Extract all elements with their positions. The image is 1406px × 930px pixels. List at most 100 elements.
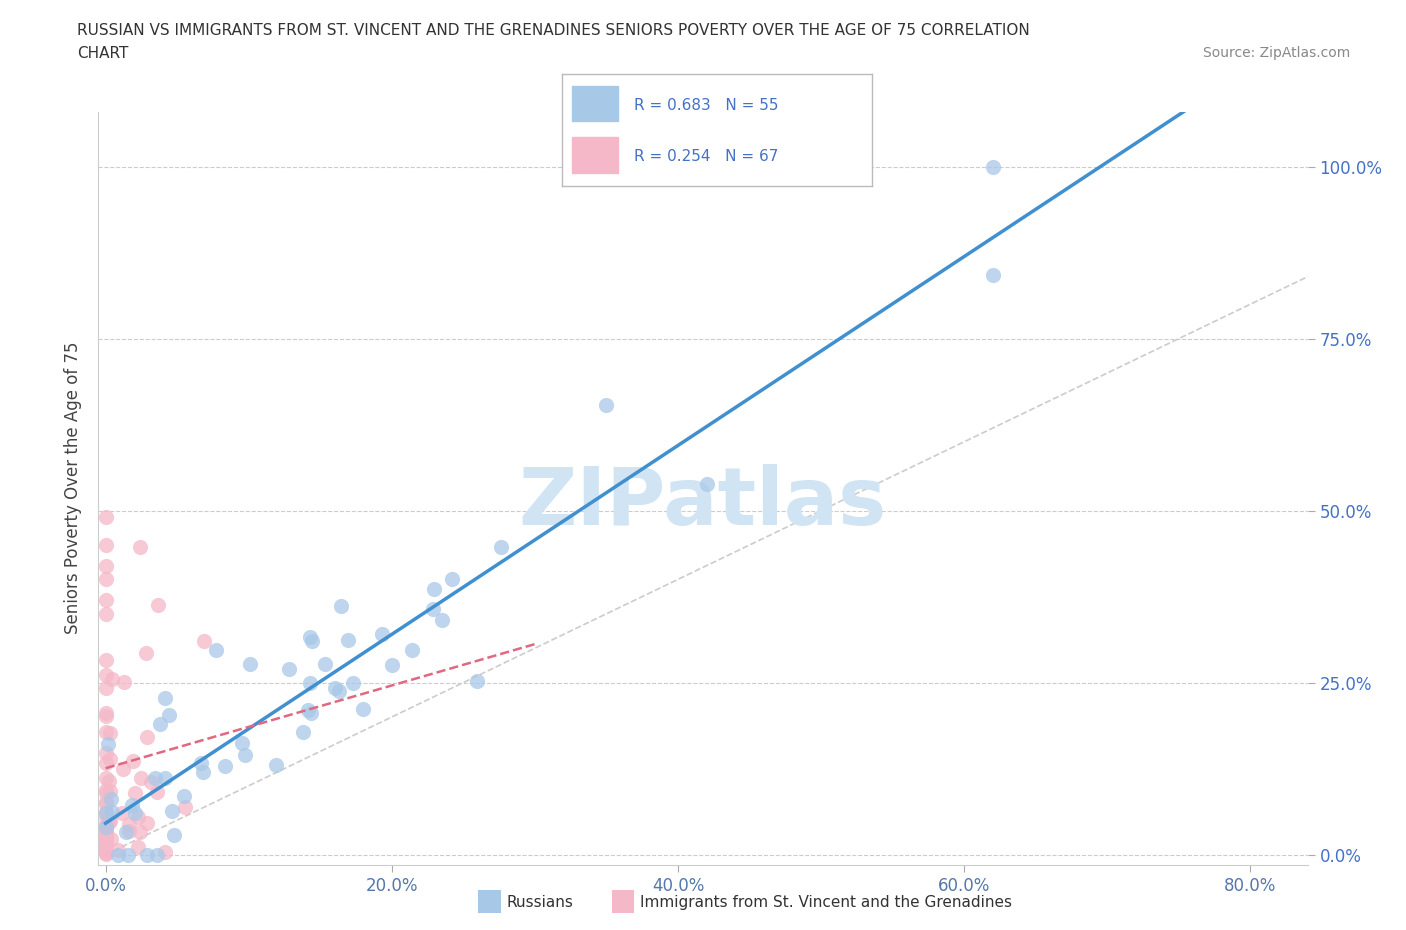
Point: [381, 658, 404, 672]
Point: [117, 847, 139, 862]
Point: [94, 746, 117, 761]
Point: [136, 730, 159, 745]
Point: [432, 613, 454, 628]
Point: [155, 844, 177, 859]
Point: [94, 668, 117, 683]
Point: [124, 806, 146, 821]
Point: [148, 597, 170, 612]
Point: [205, 643, 228, 658]
Point: [100, 831, 122, 846]
Point: [278, 661, 301, 676]
Point: [135, 646, 157, 661]
Point: [96, 829, 118, 844]
Point: [301, 705, 323, 720]
Point: [94, 794, 117, 809]
Point: [94, 725, 117, 740]
Point: [981, 159, 1004, 174]
Point: [157, 708, 180, 723]
Point: [97, 737, 120, 751]
Point: [94, 845, 117, 860]
Point: [314, 657, 336, 671]
Point: [111, 762, 134, 777]
Point: [94, 606, 117, 621]
Text: R = 0.254   N = 67: R = 0.254 N = 67: [634, 150, 778, 165]
Point: [98, 726, 121, 741]
Bar: [572, 86, 619, 121]
Point: [297, 702, 319, 717]
Point: [98, 774, 121, 789]
Point: [190, 755, 212, 770]
Point: [696, 476, 718, 491]
Point: [94, 786, 117, 801]
Point: [299, 676, 322, 691]
Point: [235, 747, 257, 762]
Text: RUSSIAN VS IMMIGRANTS FROM ST. VINCENT AND THE GRENADINES SENIORS POVERTY OVER T: RUSSIAN VS IMMIGRANTS FROM ST. VINCENT A…: [77, 23, 1031, 38]
Point: [115, 825, 138, 840]
Point: [94, 805, 117, 820]
Point: [441, 572, 464, 587]
Point: [118, 824, 141, 839]
Point: [94, 819, 117, 834]
Point: [371, 627, 394, 642]
Text: Russians: Russians: [506, 895, 574, 910]
Point: [121, 753, 143, 768]
Point: [422, 602, 444, 617]
Point: [97, 815, 120, 830]
Point: [423, 582, 446, 597]
Point: [94, 510, 117, 525]
Point: [981, 268, 1004, 283]
Point: [173, 799, 195, 814]
Point: [100, 791, 122, 806]
Point: [94, 842, 117, 857]
Point: [401, 643, 423, 658]
Point: [136, 816, 159, 830]
Point: [94, 810, 117, 825]
Point: [465, 673, 488, 688]
Text: ZIPatlas: ZIPatlas: [519, 464, 887, 542]
Point: [107, 847, 129, 862]
Point: [94, 828, 117, 843]
Point: [139, 775, 162, 790]
Point: [352, 701, 374, 716]
Point: [127, 809, 149, 824]
Point: [94, 819, 117, 834]
Point: [94, 806, 117, 821]
Point: [94, 825, 117, 840]
Point: [94, 782, 117, 797]
Point: [94, 755, 117, 770]
Point: [163, 828, 186, 843]
Point: [135, 847, 157, 862]
Point: [146, 785, 169, 800]
Point: [231, 735, 253, 750]
Point: [94, 817, 117, 831]
Point: [94, 832, 117, 847]
Point: [155, 690, 177, 705]
Bar: [572, 137, 619, 173]
Point: [153, 770, 176, 785]
Point: [94, 705, 117, 720]
Point: [193, 633, 215, 648]
Point: [239, 657, 262, 671]
Point: [111, 806, 134, 821]
Point: [128, 825, 150, 840]
Text: R = 0.683   N = 55: R = 0.683 N = 55: [634, 99, 778, 113]
Point: [336, 632, 359, 647]
Point: [121, 798, 143, 813]
Point: [112, 674, 135, 689]
Point: [98, 783, 121, 798]
Point: [149, 716, 172, 731]
Point: [491, 539, 513, 554]
Point: [94, 835, 117, 850]
Point: [129, 770, 152, 785]
Point: [128, 539, 150, 554]
Point: [160, 804, 183, 818]
Point: [101, 804, 124, 819]
Point: [330, 599, 353, 614]
Point: [94, 825, 117, 840]
Point: [94, 592, 117, 607]
Point: [94, 796, 117, 811]
Point: [264, 758, 287, 773]
Point: [292, 724, 315, 739]
Text: Source: ZipAtlas.com: Source: ZipAtlas.com: [1202, 46, 1350, 60]
Point: [94, 558, 117, 573]
